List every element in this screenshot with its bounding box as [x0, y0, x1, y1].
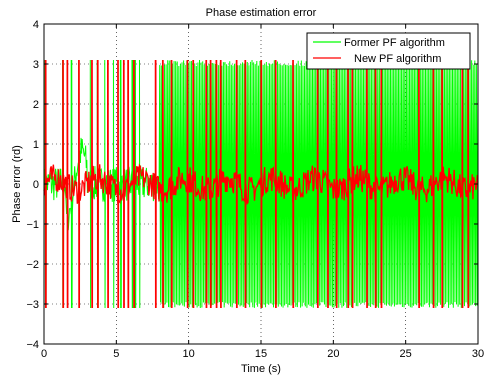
series-line-new-pf — [43, 59, 478, 309]
chart-title: Phase estimation error — [206, 7, 317, 19]
series-line-former-pf — [43, 59, 479, 309]
axis-ticks — [43, 23, 479, 345]
y-tick-label: 3 — [33, 59, 39, 71]
x-tick-label: 20 — [327, 348, 339, 360]
series-new-pf — [43, 59, 478, 309]
y-axis-title: Phase error (rd) — [11, 145, 23, 223]
x-tick-label: 30 — [472, 348, 484, 360]
y-tick-labels: −4 −3 −2 −1 0 1 2 3 4 — [26, 19, 39, 351]
x-tick-label: 5 — [113, 348, 119, 360]
plot-area — [43, 23, 479, 345]
x-tick-label: 15 — [255, 348, 267, 360]
legend: Former PF algorithm New PF algorithm — [306, 32, 471, 70]
y-tick-label: −3 — [26, 299, 39, 311]
series-former-pf — [43, 59, 479, 309]
legend-label-new-pf: New PF algorithm — [354, 53, 441, 65]
y-tick-label: −2 — [26, 259, 39, 271]
y-tick-label: −1 — [26, 219, 39, 231]
x-axis-title: Time (s) — [241, 363, 281, 375]
x-tick-label: 10 — [183, 348, 195, 360]
y-tick-label: 4 — [33, 19, 39, 31]
x-tick-label: 25 — [400, 348, 412, 360]
legend-label-former-pf: Former PF algorithm — [344, 37, 445, 49]
x-tick-label: 0 — [41, 348, 47, 360]
x-tick-labels: 0 5 10 15 20 25 30 — [41, 348, 484, 360]
y-tick-label: 1 — [33, 139, 39, 151]
legend-box — [306, 32, 471, 70]
y-tick-label: 2 — [33, 99, 39, 111]
y-tick-label: 0 — [33, 179, 39, 191]
y-tick-label: −4 — [26, 339, 39, 351]
